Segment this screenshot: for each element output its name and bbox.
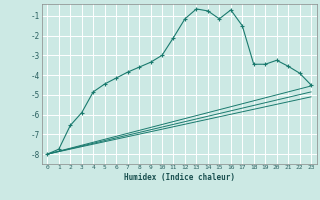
X-axis label: Humidex (Indice chaleur): Humidex (Indice chaleur) [124,173,235,182]
